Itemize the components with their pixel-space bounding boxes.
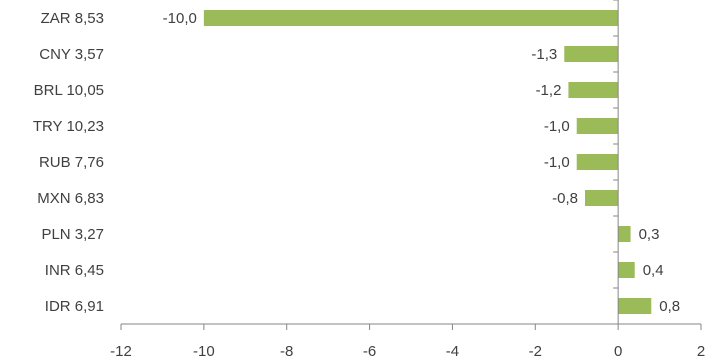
category-label: RUB 7,76 xyxy=(39,154,104,171)
bar xyxy=(568,82,619,98)
category-label: MXN 6,83 xyxy=(37,190,104,207)
x-tick-label: 0 xyxy=(614,343,622,360)
bar xyxy=(576,118,619,134)
x-tick-label: -10 xyxy=(193,343,215,360)
bar xyxy=(585,190,619,206)
x-tick-label: 2 xyxy=(697,343,705,360)
bar xyxy=(618,226,631,242)
data-label: -0,8 xyxy=(552,190,578,207)
axes-group xyxy=(121,0,701,325)
category-labels-group: ZAR 8,53 CNY 3,57 BRL 10,05 TRY 10,23 RUB 7,… xyxy=(33,10,104,315)
bar xyxy=(203,10,619,26)
bar xyxy=(564,46,619,62)
category-label: INR 6,45 xyxy=(45,262,104,279)
x-ticks-group: -12 -10 -8 -6 -4 -2 0 2 xyxy=(110,324,705,360)
data-label: -1,3 xyxy=(531,46,557,63)
x-tick-label: -6 xyxy=(363,343,376,360)
bar xyxy=(618,298,652,314)
category-label: PLN 3,27 xyxy=(41,226,104,243)
bar xyxy=(576,154,619,170)
data-label: -10,0 xyxy=(163,10,197,27)
x-tick-label: -4 xyxy=(446,343,459,360)
data-label: 0,8 xyxy=(659,298,680,315)
x-tick-label: -12 xyxy=(110,343,132,360)
bars-group xyxy=(203,10,652,314)
category-label: BRL 10,05 xyxy=(34,82,104,99)
bar xyxy=(618,262,635,278)
data-label: -1,0 xyxy=(544,154,570,171)
data-label: -1,0 xyxy=(544,118,570,135)
category-label: ZAR 8,53 xyxy=(41,10,104,27)
x-tick-label: -2 xyxy=(529,343,542,360)
category-label: IDR 6,91 xyxy=(45,298,104,315)
x-tick-label: -8 xyxy=(280,343,293,360)
data-label: 0,3 xyxy=(639,226,660,243)
value-labels-group: -10,0 -1,3 -1,2 -1,0 -1,0 -0,8 0,3 0,4 0,8 xyxy=(163,10,680,315)
category-label: CNY 3,57 xyxy=(39,46,104,63)
data-label: 0,4 xyxy=(643,262,664,279)
category-label: TRY 10,23 xyxy=(33,118,104,135)
data-label: -1,2 xyxy=(536,82,562,99)
